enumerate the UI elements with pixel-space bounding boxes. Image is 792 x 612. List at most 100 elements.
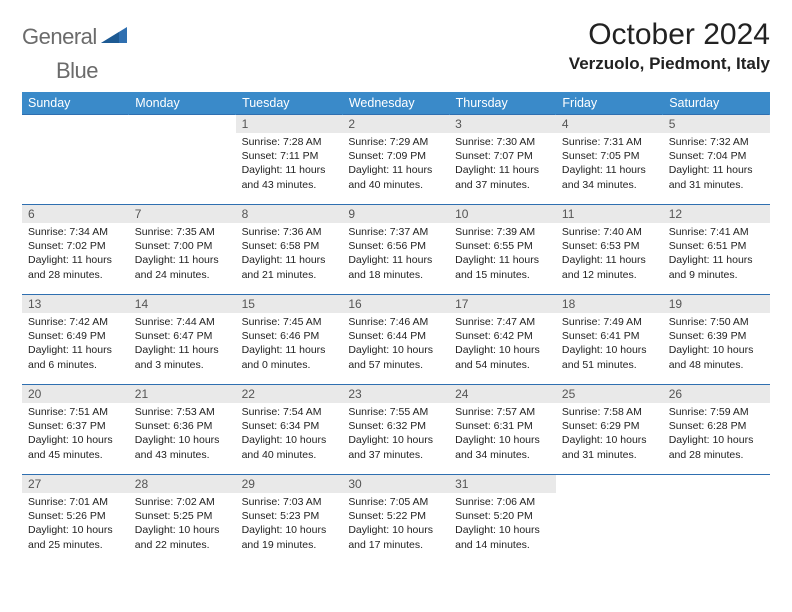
sunrise-text: Sunrise: 7:46 AM: [348, 315, 443, 329]
daylight-text: and 14 minutes.: [455, 538, 550, 552]
calendar-day-cell: 2Sunrise: 7:29 AMSunset: 7:09 PMDaylight…: [342, 115, 449, 205]
sunrise-text: Sunrise: 7:49 AM: [562, 315, 657, 329]
daylight-text: and 18 minutes.: [348, 268, 443, 282]
calendar-day-cell: ..: [129, 115, 236, 205]
day-details: Sunrise: 7:28 AMSunset: 7:11 PMDaylight:…: [236, 133, 343, 196]
sunrise-text: Sunrise: 7:47 AM: [455, 315, 550, 329]
calendar-day-cell: 22Sunrise: 7:54 AMSunset: 6:34 PMDayligh…: [236, 385, 343, 475]
brand-logo: General: [22, 18, 129, 50]
sunset-text: Sunset: 6:42 PM: [455, 329, 550, 343]
calendar-day-cell: 1Sunrise: 7:28 AMSunset: 7:11 PMDaylight…: [236, 115, 343, 205]
daylight-text: and 12 minutes.: [562, 268, 657, 282]
sunrise-text: Sunrise: 7:05 AM: [348, 495, 443, 509]
day-number: 3: [449, 115, 556, 133]
day-details: Sunrise: 7:05 AMSunset: 5:22 PMDaylight:…: [342, 493, 449, 556]
daylight-text: Daylight: 11 hours: [135, 253, 230, 267]
daylight-text: Daylight: 11 hours: [242, 163, 337, 177]
day-number: 11: [556, 205, 663, 223]
calendar-day-cell: 6Sunrise: 7:34 AMSunset: 7:02 PMDaylight…: [22, 205, 129, 295]
daylight-text: and 3 minutes.: [135, 358, 230, 372]
calendar-day-cell: 10Sunrise: 7:39 AMSunset: 6:55 PMDayligh…: [449, 205, 556, 295]
sunset-text: Sunset: 6:29 PM: [562, 419, 657, 433]
month-title: October 2024: [569, 18, 770, 52]
day-number: 21: [129, 385, 236, 403]
sunset-text: Sunset: 6:55 PM: [455, 239, 550, 253]
day-number: 24: [449, 385, 556, 403]
weekday-header: Tuesday: [236, 92, 343, 115]
daylight-text: Daylight: 11 hours: [562, 253, 657, 267]
day-details: Sunrise: 7:31 AMSunset: 7:05 PMDaylight:…: [556, 133, 663, 196]
calendar-week-row: 6Sunrise: 7:34 AMSunset: 7:02 PMDaylight…: [22, 205, 770, 295]
calendar-day-cell: 13Sunrise: 7:42 AMSunset: 6:49 PMDayligh…: [22, 295, 129, 385]
day-details: Sunrise: 7:39 AMSunset: 6:55 PMDaylight:…: [449, 223, 556, 286]
sunset-text: Sunset: 7:07 PM: [455, 149, 550, 163]
weekday-header: Saturday: [663, 92, 770, 115]
sunrise-text: Sunrise: 7:50 AM: [669, 315, 764, 329]
sunrise-text: Sunrise: 7:03 AM: [242, 495, 337, 509]
day-number: 27: [22, 475, 129, 493]
daylight-text: and 57 minutes.: [348, 358, 443, 372]
daylight-text: Daylight: 10 hours: [242, 433, 337, 447]
sunrise-text: Sunrise: 7:59 AM: [669, 405, 764, 419]
calendar-day-cell: ..: [556, 475, 663, 565]
brand-word1: General: [22, 24, 97, 50]
daylight-text: and 51 minutes.: [562, 358, 657, 372]
daylight-text: Daylight: 11 hours: [669, 253, 764, 267]
weekday-header: Monday: [129, 92, 236, 115]
daylight-text: and 21 minutes.: [242, 268, 337, 282]
daylight-text: Daylight: 11 hours: [348, 163, 443, 177]
sunrise-text: Sunrise: 7:51 AM: [28, 405, 123, 419]
day-details: Sunrise: 7:30 AMSunset: 7:07 PMDaylight:…: [449, 133, 556, 196]
sunset-text: Sunset: 6:41 PM: [562, 329, 657, 343]
daylight-text: Daylight: 11 hours: [455, 163, 550, 177]
calendar-day-cell: 23Sunrise: 7:55 AMSunset: 6:32 PMDayligh…: [342, 385, 449, 475]
day-number: 22: [236, 385, 343, 403]
day-details: Sunrise: 7:32 AMSunset: 7:04 PMDaylight:…: [663, 133, 770, 196]
sunrise-text: Sunrise: 7:55 AM: [348, 405, 443, 419]
daylight-text: Daylight: 10 hours: [455, 343, 550, 357]
weekday-header: Sunday: [22, 92, 129, 115]
sunset-text: Sunset: 6:39 PM: [669, 329, 764, 343]
sunset-text: Sunset: 6:28 PM: [669, 419, 764, 433]
brand-word2: Blue: [56, 58, 98, 84]
day-number: 17: [449, 295, 556, 313]
daylight-text: and 34 minutes.: [455, 448, 550, 462]
day-number: 26: [663, 385, 770, 403]
daylight-text: Daylight: 11 hours: [562, 163, 657, 177]
calendar-day-cell: 16Sunrise: 7:46 AMSunset: 6:44 PMDayligh…: [342, 295, 449, 385]
sunrise-text: Sunrise: 7:32 AM: [669, 135, 764, 149]
day-details: Sunrise: 7:53 AMSunset: 6:36 PMDaylight:…: [129, 403, 236, 466]
sunset-text: Sunset: 6:49 PM: [28, 329, 123, 343]
day-details: Sunrise: 7:35 AMSunset: 7:00 PMDaylight:…: [129, 223, 236, 286]
day-details: Sunrise: 7:57 AMSunset: 6:31 PMDaylight:…: [449, 403, 556, 466]
day-number: 29: [236, 475, 343, 493]
sunrise-text: Sunrise: 7:54 AM: [242, 405, 337, 419]
daylight-text: Daylight: 10 hours: [669, 343, 764, 357]
calendar-day-cell: 15Sunrise: 7:45 AMSunset: 6:46 PMDayligh…: [236, 295, 343, 385]
sunrise-text: Sunrise: 7:34 AM: [28, 225, 123, 239]
calendar-table: Sunday Monday Tuesday Wednesday Thursday…: [22, 92, 770, 565]
calendar-week-row: ....1Sunrise: 7:28 AMSunset: 7:11 PMDayl…: [22, 115, 770, 205]
sunset-text: Sunset: 7:04 PM: [669, 149, 764, 163]
calendar-day-cell: 14Sunrise: 7:44 AMSunset: 6:47 PMDayligh…: [129, 295, 236, 385]
calendar-day-cell: ..: [22, 115, 129, 205]
daylight-text: and 37 minutes.: [348, 448, 443, 462]
sunset-text: Sunset: 7:00 PM: [135, 239, 230, 253]
sunrise-text: Sunrise: 7:29 AM: [348, 135, 443, 149]
daylight-text: Daylight: 11 hours: [669, 163, 764, 177]
day-number: 31: [449, 475, 556, 493]
daylight-text: Daylight: 10 hours: [348, 433, 443, 447]
day-details: Sunrise: 7:59 AMSunset: 6:28 PMDaylight:…: [663, 403, 770, 466]
daylight-text: and 40 minutes.: [348, 178, 443, 192]
day-details: Sunrise: 7:58 AMSunset: 6:29 PMDaylight:…: [556, 403, 663, 466]
day-details: Sunrise: 7:50 AMSunset: 6:39 PMDaylight:…: [663, 313, 770, 376]
sunrise-text: Sunrise: 7:30 AM: [455, 135, 550, 149]
sunset-text: Sunset: 5:22 PM: [348, 509, 443, 523]
daylight-text: Daylight: 10 hours: [135, 523, 230, 537]
sunrise-text: Sunrise: 7:39 AM: [455, 225, 550, 239]
day-number: 9: [342, 205, 449, 223]
calendar-day-cell: 11Sunrise: 7:40 AMSunset: 6:53 PMDayligh…: [556, 205, 663, 295]
sunrise-text: Sunrise: 7:41 AM: [669, 225, 764, 239]
daylight-text: and 37 minutes.: [455, 178, 550, 192]
sunrise-text: Sunrise: 7:31 AM: [562, 135, 657, 149]
